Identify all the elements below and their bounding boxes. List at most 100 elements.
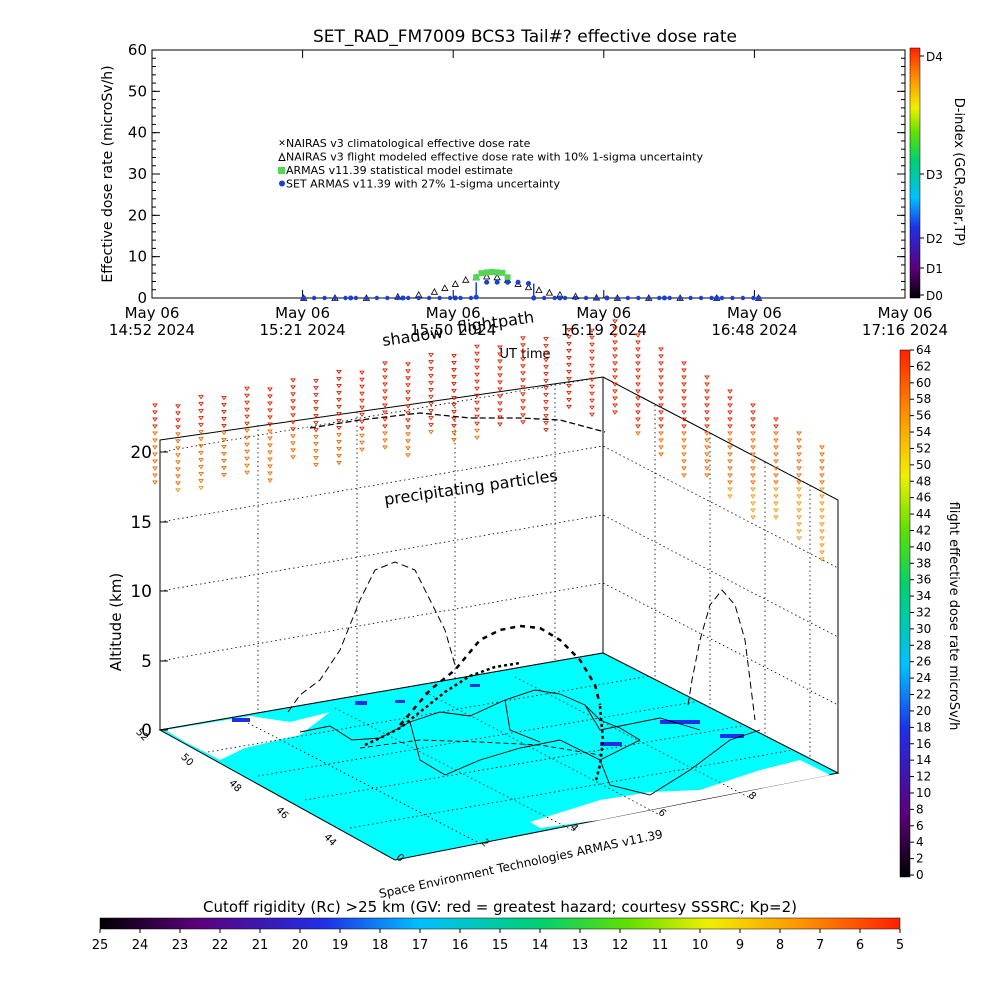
particle-mark [796,494,802,499]
latitude-label: 48 [226,778,243,795]
particle-mark [750,417,756,422]
d-index-ticks: D0 D1 D2 D3 D4 [920,50,943,303]
particle-mark [796,431,802,436]
top-x-tick-time: 16:48 2024 [711,321,797,339]
particle-mark [635,361,641,366]
dose-tick-label: 6 [916,819,924,833]
particle-mark [497,408,503,413]
particle-mark [428,409,434,414]
particle-mark [359,405,365,411]
particle-mark [819,522,825,527]
particle-mark [474,400,480,406]
nairas-flight-point [462,275,470,283]
rigidity-tick-label: 18 [372,938,389,953]
particle-mark [589,412,595,418]
particle-mark [221,430,227,436]
rigidity-tick-label: 16 [452,938,469,953]
particle-mark [681,389,687,394]
set-armas-baseline-point [301,295,306,301]
particle-mark [704,438,710,443]
rigidity-tick-label: 13 [572,938,589,953]
particle-mark [612,389,618,394]
particle-mark [497,401,503,406]
particle-mark [566,376,572,382]
dose-tick-label: 30 [916,622,931,636]
particle-mark [635,431,641,436]
particle-mark [198,409,204,414]
wall-vertical-gridlines [257,384,811,760]
particle-mark [290,385,296,390]
altitude-ticks: 0 5 10 15 20 [130,443,168,741]
left-wall-profile [287,561,456,713]
altitude-tick-label: 10 [130,582,152,602]
particle-mark [244,407,250,413]
set-armas-baseline-point [343,295,348,301]
particle-mark [819,529,825,534]
top-y-tick-label: 0 [137,289,147,307]
particle-mark [796,515,802,520]
particle-mark [405,362,411,367]
particle-mark [658,396,664,401]
dose-tick-label: 22 [916,688,931,702]
particle-mark [175,432,181,437]
particle-mark [290,413,296,418]
particle-mark [773,459,779,464]
particle-mark [635,417,641,422]
particle-mark [244,435,250,441]
rigidity-tick-label: 11 [652,938,669,953]
particle-mark [221,458,227,464]
particle-mark [451,437,457,443]
particle-mark [428,360,434,365]
dose-tick-label: 52 [916,441,931,455]
particle-mark [750,424,756,429]
particle-mark [658,431,664,436]
d-index-tick-label: D2 [926,232,943,246]
particle-mark [750,501,756,506]
particle-mark [359,433,365,439]
particle-mark [359,384,365,390]
particle-mark [520,392,526,397]
particle-mark [727,480,733,485]
particle-mark [405,411,411,416]
particle-mark [773,501,779,506]
particle-mark [474,435,480,441]
nairas-flight-point [524,283,533,291]
particle-mark [382,361,388,366]
set-armas-baseline-point [562,295,568,301]
armas-model-point [478,270,485,277]
particle-mark [773,515,779,520]
particle-mark [520,343,526,348]
particle-mark [244,470,250,476]
particle-mark [727,494,733,499]
legend-marker-nairas-flight [278,152,286,161]
particle-mark [566,327,572,333]
set-armas-baseline-point [709,295,714,301]
particle-mark [221,465,227,471]
particle-mark [244,386,250,392]
particle-mark [750,515,756,520]
particle-mark [681,368,687,373]
particle-mark [773,473,779,478]
particle-mark [520,406,526,411]
particle-mark [336,439,342,445]
particle-mark [313,379,319,384]
particle-mark [382,417,388,422]
particle-mark [727,389,733,394]
particle-mark [152,452,158,457]
particle-mark [451,395,457,401]
top-x-tick-date: May 06 [426,304,481,322]
particle-mark [681,424,687,429]
particle-mark [152,424,158,429]
d-index-tick-label: D4 [926,50,943,64]
particle-mark [290,420,296,425]
particle-mark [589,391,595,397]
particle-mark [497,387,503,392]
particle-mark [543,344,549,349]
particle-mark [175,488,181,493]
rigidity-tick-label: 9 [736,938,744,953]
particle-mark [336,369,342,375]
map-floor-grid [207,675,794,846]
particle-mark [244,428,250,434]
particle-mark [658,403,664,408]
